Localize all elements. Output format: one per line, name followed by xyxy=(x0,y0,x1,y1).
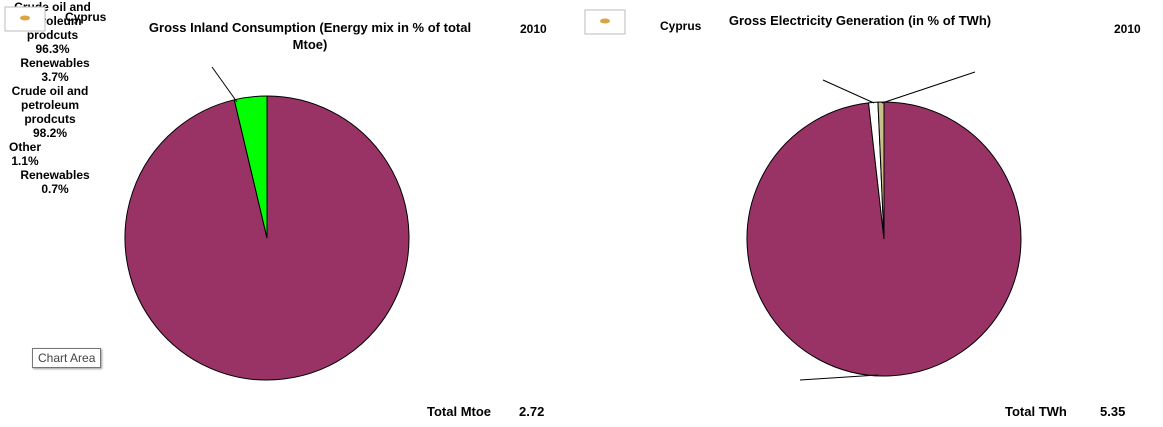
pie-slice xyxy=(233,95,268,239)
year-label: 2010 xyxy=(520,22,547,36)
country-label: Cyprus xyxy=(660,19,702,33)
value-label: 0.7% xyxy=(41,182,69,196)
value-label: 96.3% xyxy=(35,42,70,56)
chart-title: Gross Inland Consumption (Energy mix in … xyxy=(148,20,472,52)
category-label: Renewables xyxy=(20,56,90,70)
value-label: 3.7% xyxy=(41,70,69,84)
category-label: Renewables xyxy=(20,168,90,182)
leader-line xyxy=(881,71,976,104)
leader-line xyxy=(211,66,238,103)
country-label: Cyprus xyxy=(65,10,107,24)
tooltip: Chart Area xyxy=(32,348,102,368)
category-label: Other xyxy=(8,140,41,154)
flag-icon xyxy=(4,6,626,35)
chart-title: Gross Electricity Generation (in % of TW… xyxy=(728,13,992,28)
value-label: 98.2% xyxy=(32,126,68,140)
total-label: Total Mtoe xyxy=(427,404,492,419)
leader-line xyxy=(822,79,875,104)
category-label: Crude oil and petroleum prodcuts xyxy=(11,84,89,126)
total-value: 2.72 xyxy=(519,404,545,419)
total-label: Total TWh xyxy=(1005,404,1067,419)
year-label: 2010 xyxy=(1114,22,1141,36)
value-label: 1.1% xyxy=(11,154,39,168)
leader-line xyxy=(799,374,879,381)
total-value: 5.35 xyxy=(1100,404,1126,419)
